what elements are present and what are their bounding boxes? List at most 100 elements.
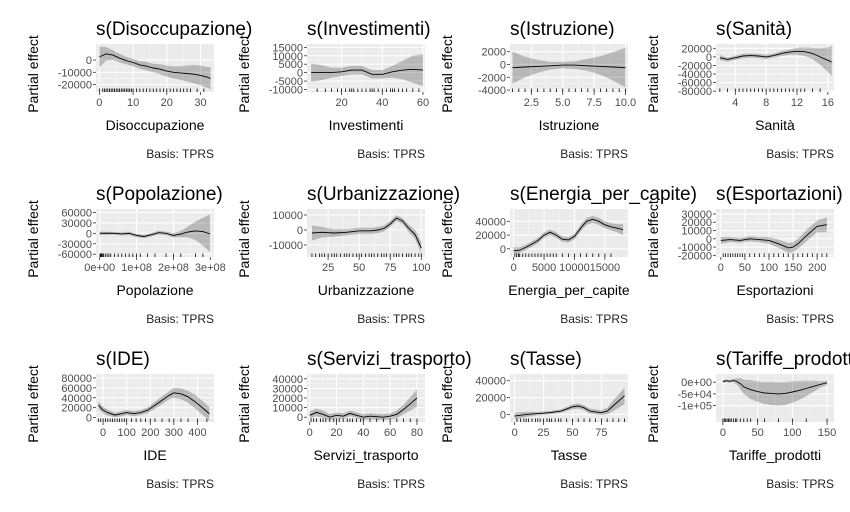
y-axis-label: Partial effect	[645, 35, 661, 113]
x-axis-label: Popolazione	[116, 282, 193, 298]
x-tick-label: 0	[720, 427, 726, 439]
y-axis-label: Partial effect	[236, 365, 252, 443]
panel-title: s(IDE)	[96, 349, 150, 370]
panel-title: s(Tariffe_prodotti)	[716, 349, 850, 370]
x-tick-label: 0	[96, 97, 102, 109]
panel-title: s(Urbanizzazione)	[307, 184, 460, 205]
x-axis-label: Tasse	[551, 447, 588, 463]
panel-title: s(Sanità)	[716, 19, 792, 40]
x-tick-label: 5000	[532, 262, 556, 274]
y-tick-label: 0	[297, 225, 303, 237]
smooth-line	[720, 224, 827, 249]
confidence-band	[720, 217, 827, 253]
x-axis-label: Esportazioni	[736, 282, 813, 298]
basis-caption: Basis: TPRS	[146, 312, 214, 326]
y-tick-label: -60000	[58, 249, 92, 261]
y-tick-label: 0	[500, 409, 506, 421]
y-tick-label: 20000	[681, 43, 712, 55]
y-tick-label: 0	[500, 59, 506, 71]
x-tick-label: 10000	[559, 262, 590, 274]
y-tick-label: -2000	[478, 72, 506, 84]
y-axis-label: Partial effect	[236, 35, 252, 113]
y-tick-label: -20000	[58, 80, 92, 92]
confidence-band	[722, 378, 828, 406]
x-tick-label: 3e+08	[195, 262, 226, 274]
panel-title: s(Disoccupazione)	[96, 19, 252, 40]
panel-title: s(Esportazioni)	[716, 184, 843, 205]
basis-caption: Basis: TPRS	[357, 477, 425, 491]
y-tick-label: -10000	[58, 67, 92, 79]
y-tick-label: -80000	[678, 86, 712, 98]
x-tick-label: 2e+08	[158, 262, 189, 274]
x-tick-label: 7.5	[586, 97, 601, 109]
x-axis-label: Sanità	[755, 117, 795, 133]
panel-title: s(Energia_per_capite)	[510, 184, 697, 205]
x-tick-label: 20	[161, 97, 173, 109]
x-axis-label: Istruzione	[539, 117, 600, 133]
panel-title: s(Servizi_trasporto)	[307, 349, 472, 370]
x-tick-label: 100	[783, 427, 801, 439]
basis-caption: Basis: TPRS	[766, 312, 834, 326]
basis-caption: Basis: TPRS	[560, 477, 628, 491]
panel-title: s(Istruzione)	[510, 19, 615, 40]
smooth-line	[98, 392, 210, 416]
smooth-line	[311, 217, 422, 249]
y-tick-label: 60000	[61, 207, 92, 219]
y-axis-label: Partial effect	[25, 35, 41, 113]
y-tick-label: 40000	[475, 216, 506, 228]
x-axis-label: Tariffe_prodotti	[729, 447, 821, 463]
y-axis-label: Partial effect	[439, 365, 455, 443]
x-tick-label: 100	[412, 262, 430, 274]
y-tick-label: 30000	[61, 218, 92, 230]
y-tick-label: 0	[706, 52, 712, 64]
x-tick-label: 300	[165, 427, 183, 439]
basis-caption: Basis: TPRS	[146, 147, 214, 161]
x-tick-label: 0	[307, 427, 313, 439]
confidence-band	[309, 389, 417, 421]
y-tick-label: 20000	[475, 393, 506, 405]
y-tick-label: 40000	[61, 393, 92, 405]
x-tick-label: 150	[784, 262, 802, 274]
panel-energia-per-capite: 0 20000 40000 0 5000 10000 15000 s(Energia_per_…	[439, 184, 697, 326]
y-axis-label: Partial effect	[645, 365, 661, 443]
y-tick-label: 20000	[681, 217, 712, 229]
plot-background	[510, 209, 628, 257]
x-axis-label: IDE	[143, 447, 166, 463]
y-tick-label: 5000	[279, 59, 303, 71]
x-tick-label: 400	[188, 427, 206, 439]
x-tick-label: 20	[335, 97, 347, 109]
x-tick-label: 40	[357, 427, 369, 439]
y-tick-label: 30000	[272, 383, 303, 395]
y-tick-label: 0	[706, 234, 712, 246]
confidence-band	[514, 387, 625, 420]
panel-title: s(Investimenti)	[307, 19, 431, 40]
y-tick-label: 40000	[272, 374, 303, 386]
x-tick-label: 5.0	[555, 97, 570, 109]
x-tick-label: 20	[330, 427, 342, 439]
y-tick-label: 0	[86, 228, 92, 240]
x-tick-label: 200	[141, 427, 159, 439]
x-tick-label: 80	[411, 427, 423, 439]
y-tick-label: -10000	[678, 242, 712, 254]
basis-caption: Basis: TPRS	[766, 477, 834, 491]
x-tick-label: 12	[791, 97, 803, 109]
basis-caption: Basis: TPRS	[357, 312, 425, 326]
x-axis-label: Urbanizzazione	[318, 282, 415, 298]
y-axis-label: Partial effect	[25, 365, 41, 443]
y-tick-label: 10000	[272, 210, 303, 222]
y-axis-label: Partial effect	[439, 200, 455, 278]
y-tick-label: -10000	[269, 240, 303, 252]
x-tick-label: 50	[353, 262, 365, 274]
smooth-line	[309, 397, 418, 418]
confidence-band	[513, 215, 624, 255]
y-tick-label: 0	[86, 413, 92, 425]
x-tick-label: 60	[384, 427, 396, 439]
smooth-line	[311, 68, 424, 75]
x-tick-label: 0	[511, 262, 517, 274]
